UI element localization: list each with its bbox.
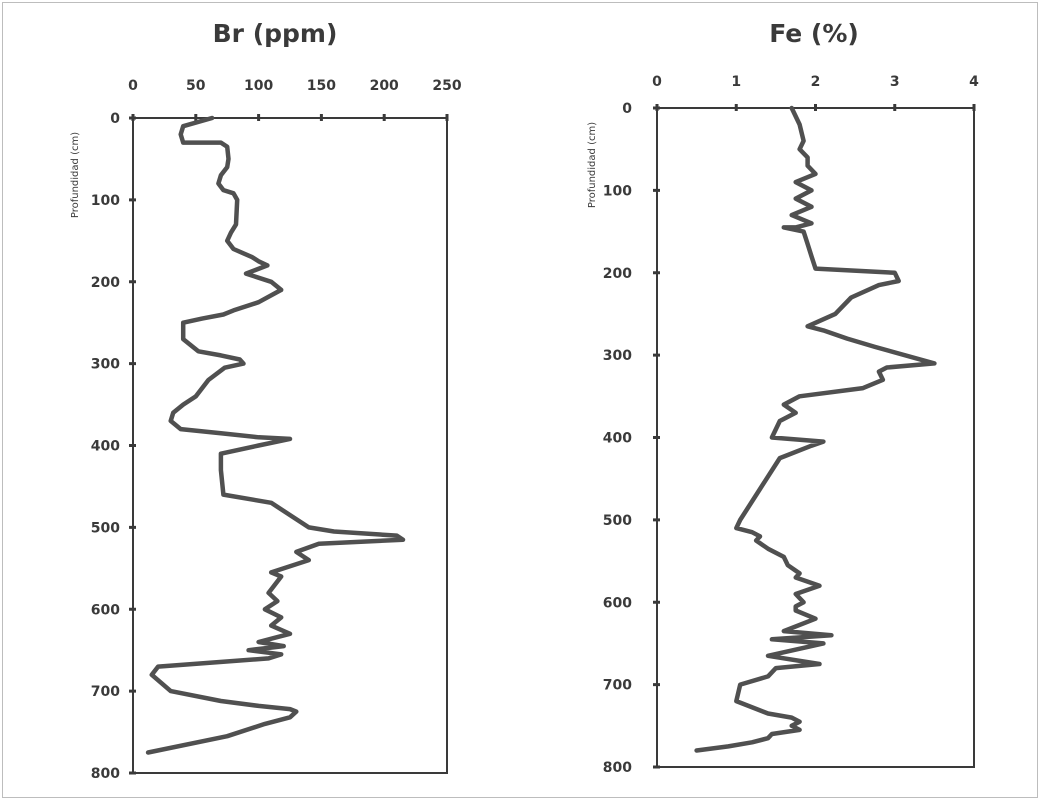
fe-x-ticks: 0 1 2 3 4 (652, 74, 979, 111)
fe-y-tick-label: 600 (603, 595, 632, 611)
fe-y-tick-label: 100 (603, 183, 632, 199)
fe-y-tick-label: 700 (603, 678, 632, 694)
fe-y-tick-label: 800 (603, 760, 632, 776)
fe-x-tick-label: 0 (652, 74, 662, 90)
br-y-tick-label: 500 (91, 520, 120, 536)
br-y-tick-label: 200 (91, 275, 120, 291)
fe-chart: Fe (%) Profundidad (cm) 0 1 2 3 4 0 100 200 300… (587, 19, 979, 776)
br-x-tick-label: 100 (244, 78, 273, 94)
fe-x-tick-label: 2 (811, 74, 821, 90)
br-series-group (145, 115, 406, 755)
br-y-tick-label: 700 (91, 684, 120, 700)
fe-y-tick-label: 200 (603, 266, 632, 282)
br-x-tick-label: 150 (307, 78, 336, 94)
br-x-tick-label: 250 (432, 78, 461, 94)
br-y-tick-label: 800 (91, 766, 120, 782)
fe-y-tick-label: 400 (603, 431, 632, 447)
fe-y-tick-label: 300 (603, 348, 632, 364)
fe-plot-area (656, 107, 975, 768)
fe-x-tick-label: 3 (890, 74, 900, 90)
fe-chart-title: Fe (%) (769, 19, 859, 48)
br-x-ticks: 0 50 100 150 200 250 (128, 78, 462, 121)
fe-x-tick-label: 4 (969, 74, 979, 90)
br-x-tick-label: 0 (128, 78, 138, 94)
fe-y-axis-label: Profundidad (cm) (587, 122, 598, 208)
br-chart: Br (ppm) Profundidad (cm) 0 50 100 150 200 25… (70, 19, 462, 782)
fe-y-tick-label: 0 (622, 101, 632, 117)
br-y-tick-label: 0 (110, 111, 120, 127)
br-series-line (145, 115, 406, 755)
br-x-tick-label: 200 (370, 78, 399, 94)
br-chart-title: Br (ppm) (213, 19, 338, 48)
fe-y-tick-label: 500 (603, 513, 632, 529)
br-y-tick-label: 600 (91, 602, 120, 618)
fe-y-ticks: 0 100 200 300 400 500 600 700 800 (603, 101, 660, 776)
fe-series-line (694, 105, 937, 753)
br-y-tick-label: 400 (91, 439, 120, 455)
br-x-tick-label: 50 (186, 78, 206, 94)
fe-series-group (694, 105, 937, 753)
br-y-ticks: 0 100 200 300 400 500 600 700 800 (91, 111, 136, 782)
br-y-axis-label: Profundidad (cm) (70, 132, 81, 218)
br-y-tick-label: 100 (91, 193, 120, 209)
fe-x-tick-label: 1 (731, 74, 741, 90)
br-y-tick-label: 300 (91, 357, 120, 373)
br-plot-area (132, 117, 448, 774)
